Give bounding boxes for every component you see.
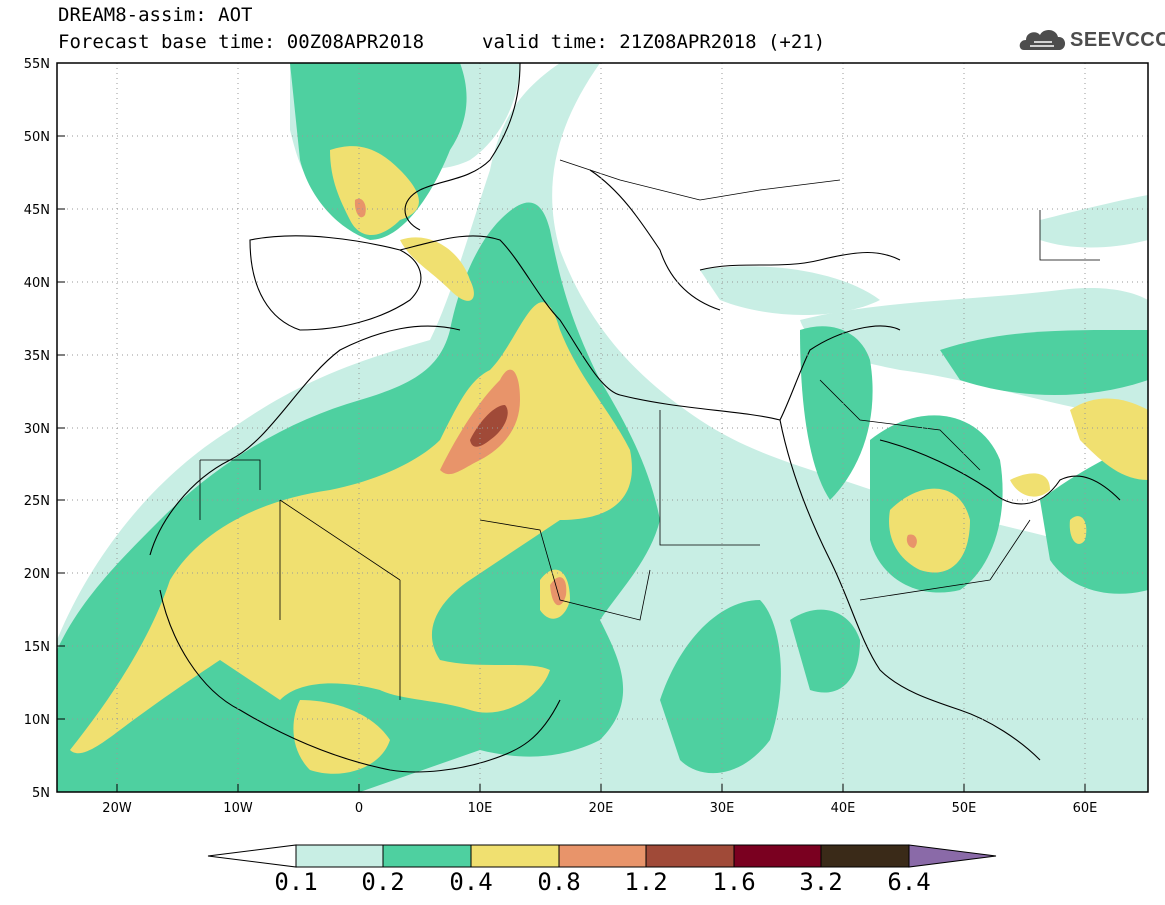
lat-label: 10N <box>24 713 50 728</box>
colorbar-high-arrow <box>908 844 997 868</box>
colorbar-label: 0.4 <box>449 868 493 896</box>
colorbar-swatch <box>295 844 384 868</box>
lat-label: 20N <box>24 567 50 582</box>
longitude-labels: 20W 10W 0 10E 20E 30E 40E 50E 60E <box>102 801 1097 816</box>
latitude-labels: 55N 50N 45N 40N 35N 30N 25N 20N 15N 10N … <box>24 57 50 801</box>
cloud-logo-icon <box>1019 29 1066 50</box>
lon-label: 40E <box>831 801 856 816</box>
lat-label: 55N <box>24 57 50 72</box>
lat-label: 50N <box>24 130 50 145</box>
lon-label: 20E <box>589 801 614 816</box>
colorbar-label: 0.1 <box>274 868 318 896</box>
forecast-base-time: Forecast base time: 00Z08APR2018 <box>58 31 425 53</box>
lat-label: 15N <box>24 640 50 655</box>
lon-label: 20W <box>102 801 132 816</box>
logo-text: SEEVCCC <box>1070 29 1165 51</box>
colorbar-label: 1.6 <box>712 868 756 896</box>
lat-label: 35N <box>24 349 50 364</box>
lon-label: 10W <box>223 801 253 816</box>
aot-field <box>57 63 1148 792</box>
aot-band-1.2 <box>470 405 508 447</box>
lat-label: 5N <box>32 786 50 801</box>
lat-label: 25N <box>24 494 50 509</box>
colorbar-swatch <box>645 844 735 868</box>
aot-band-0.8 <box>354 198 917 606</box>
grid-lines <box>57 63 1148 792</box>
colorbar-label: 6.4 <box>887 868 931 896</box>
colorbar-swatch <box>558 844 647 868</box>
country-borders <box>199 159 1100 700</box>
colorbar-swatch <box>382 844 472 868</box>
colorbar-label: 1.2 <box>624 868 668 896</box>
lon-label: 60E <box>1073 801 1098 816</box>
colorbar-label: 0.2 <box>361 868 405 896</box>
colorbar-low-arrow <box>207 844 297 868</box>
colorbar <box>207 844 997 868</box>
lat-label: 40N <box>24 276 50 291</box>
valid-time: valid time: 21Z08APR2018 (+21) <box>482 31 826 53</box>
tick-marks <box>57 62 1086 792</box>
map-title: DREAM8-assim: AOT <box>58 4 253 26</box>
lon-label: 10E <box>468 801 493 816</box>
lat-label: 30N <box>24 422 50 437</box>
coastlines <box>149 63 1121 773</box>
lon-label: 50E <box>952 801 977 816</box>
colorbar-label: 3.2 <box>799 868 843 896</box>
colorbar-swatch <box>820 844 910 868</box>
lon-label: 0 <box>355 801 363 816</box>
colorbar-swatch <box>733 844 822 868</box>
colorbar-swatch <box>470 844 560 868</box>
lon-label: 30E <box>710 801 735 816</box>
colorbar-label: 0.8 <box>537 868 581 896</box>
lat-label: 45N <box>24 203 50 218</box>
